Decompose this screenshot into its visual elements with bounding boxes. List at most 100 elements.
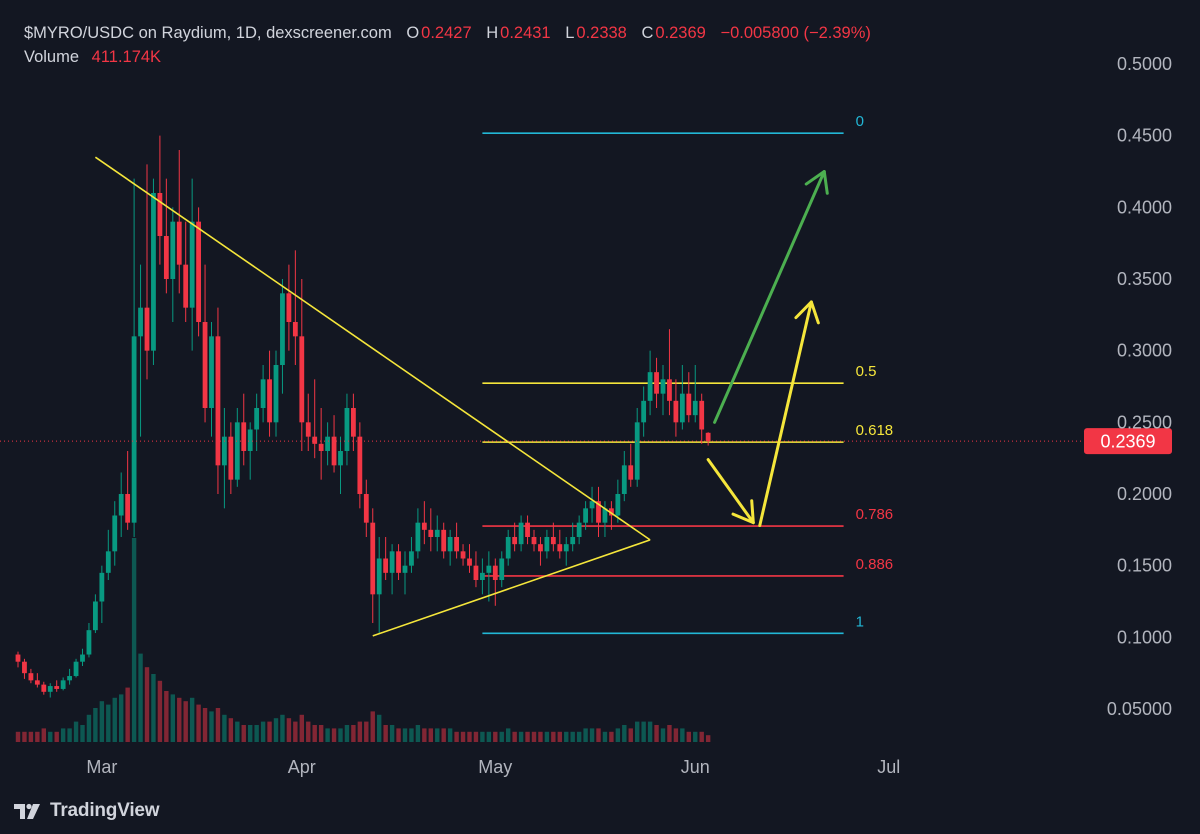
candle xyxy=(480,558,485,595)
volume-bar xyxy=(138,653,143,742)
volume-bar xyxy=(177,697,182,742)
candle-body xyxy=(673,400,679,423)
candle-body xyxy=(628,465,634,480)
y-tick-label: 0.4500 xyxy=(1117,126,1172,146)
volume-bar xyxy=(215,708,221,742)
candle xyxy=(292,250,298,365)
candle xyxy=(125,451,131,530)
x-tick-label: Apr xyxy=(288,757,316,777)
candle-body xyxy=(234,422,240,480)
volume-bar xyxy=(80,725,85,742)
volume-bar xyxy=(551,731,556,742)
volume-bar xyxy=(518,731,524,742)
volume-bar xyxy=(164,691,169,742)
candle-body xyxy=(376,558,382,595)
volume-bar xyxy=(222,714,227,742)
volume-bar xyxy=(67,728,72,742)
candle-body xyxy=(699,400,705,430)
arrow-head xyxy=(794,300,820,325)
volume-label[interactable]: Volume xyxy=(24,48,80,66)
volume-bar xyxy=(370,711,375,742)
volume-bar xyxy=(499,731,504,742)
y-tick-label: 0.3500 xyxy=(1117,269,1172,289)
candle xyxy=(163,178,169,294)
volume-bar xyxy=(564,731,569,742)
volume-bar xyxy=(338,728,343,742)
volume-bar xyxy=(422,728,427,742)
volume-bar xyxy=(576,731,582,742)
volume-bar xyxy=(170,694,175,742)
candle xyxy=(389,544,395,595)
volume-bar xyxy=(596,728,601,742)
candle xyxy=(305,393,311,451)
volume-bar xyxy=(512,731,517,742)
candle xyxy=(93,594,98,634)
volume-bar xyxy=(351,725,356,742)
time-axis[interactable]: Mar Apr May Jun Jul xyxy=(86,757,900,777)
candle-body xyxy=(34,680,40,685)
triangle-trendline[interactable] xyxy=(94,156,651,541)
candle xyxy=(596,486,601,537)
candle-body xyxy=(138,307,143,337)
candle-body xyxy=(654,372,659,394)
candle-body xyxy=(389,551,395,573)
candle-body xyxy=(267,379,272,423)
volume-bar xyxy=(22,731,27,742)
candle xyxy=(383,537,389,580)
candle-body xyxy=(15,654,21,662)
candle xyxy=(228,422,234,494)
candle-body xyxy=(22,661,27,674)
high-value: 0.2431 xyxy=(500,24,551,42)
arrow-shaft xyxy=(713,170,826,424)
candle xyxy=(60,677,66,691)
candle-body xyxy=(170,221,176,279)
tradingview-branding[interactable]: TradingView xyxy=(14,800,160,822)
triangle-trendline[interactable] xyxy=(372,539,651,637)
volume-bar xyxy=(209,711,214,742)
open-value: 0.2427 xyxy=(421,24,472,42)
arrow-shaft xyxy=(706,458,755,525)
candle-body xyxy=(570,537,576,545)
x-tick-label: May xyxy=(478,757,512,777)
candle-body xyxy=(312,436,318,444)
candle xyxy=(421,501,427,545)
candle xyxy=(473,551,479,588)
candle xyxy=(144,164,150,380)
volume-bar xyxy=(705,735,711,742)
candle xyxy=(209,322,214,437)
price-axis[interactable]: 0.5000 0.4500 0.4000 0.3500 0.3000 0.2500 0.20… xyxy=(1107,54,1172,719)
projection-arrow[interactable] xyxy=(758,300,820,528)
volume-bar xyxy=(144,667,150,742)
fib-level-label: 0.786 xyxy=(856,506,894,523)
candle-body xyxy=(67,676,72,681)
volume-bar xyxy=(486,731,492,742)
candle-body xyxy=(215,336,221,466)
projection-arrow[interactable] xyxy=(706,458,755,525)
projection-arrow[interactable] xyxy=(713,170,829,424)
candle xyxy=(615,479,621,523)
candle-body xyxy=(402,565,408,573)
candle xyxy=(241,393,247,466)
candle xyxy=(434,515,440,552)
candle xyxy=(112,501,118,566)
trendline-drawings[interactable] xyxy=(94,156,829,637)
candle-body xyxy=(151,193,156,351)
candle xyxy=(647,350,653,416)
candle-body xyxy=(525,522,530,537)
volume-bar xyxy=(686,731,691,742)
volume-bar xyxy=(428,728,433,742)
candle xyxy=(447,529,453,566)
candle xyxy=(699,393,705,444)
volume-bar xyxy=(228,718,234,742)
candle-body xyxy=(209,336,214,408)
volume-bar xyxy=(673,728,679,742)
candle-body xyxy=(686,393,692,416)
candle xyxy=(202,264,208,423)
fib-retracement[interactable]: 0 0.5 0.618 0.786 0.886 1 xyxy=(482,113,894,635)
symbol-title[interactable]: $MYRO/USDC on Raydium, 1D, dexscreener.c… xyxy=(24,24,392,42)
volume-bar xyxy=(654,725,659,742)
candle-body xyxy=(93,601,98,631)
candle xyxy=(609,501,614,530)
volume-bar xyxy=(280,714,285,742)
